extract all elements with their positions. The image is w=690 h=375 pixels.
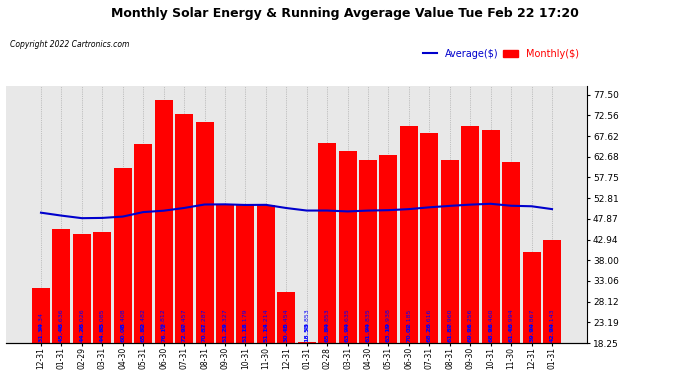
Text: 50.143: 50.143 bbox=[549, 309, 555, 330]
Text: 51.14: 51.14 bbox=[264, 322, 268, 342]
Text: 50.185: 50.185 bbox=[406, 309, 411, 330]
Bar bbox=[441, 160, 459, 343]
Bar bbox=[318, 144, 336, 343]
Bar bbox=[216, 204, 234, 343]
Bar bbox=[543, 240, 561, 343]
Text: 18.53: 18.53 bbox=[304, 322, 309, 342]
Text: 69.96: 69.96 bbox=[468, 322, 473, 342]
Text: 49.635: 49.635 bbox=[345, 309, 350, 330]
Bar bbox=[461, 126, 480, 343]
Text: 76.12: 76.12 bbox=[161, 322, 166, 342]
Bar bbox=[502, 162, 520, 343]
Text: 70.87: 70.87 bbox=[202, 322, 207, 342]
Text: 72.97: 72.97 bbox=[181, 322, 186, 342]
Text: 31.34: 31.34 bbox=[39, 322, 43, 342]
Text: 42.94: 42.94 bbox=[549, 322, 555, 342]
Text: 65.82: 65.82 bbox=[141, 322, 146, 342]
Text: 51.327: 51.327 bbox=[222, 309, 228, 330]
Text: 45.46: 45.46 bbox=[59, 322, 64, 342]
Bar bbox=[482, 130, 500, 343]
Text: 30.45: 30.45 bbox=[284, 322, 289, 342]
Bar bbox=[237, 205, 255, 343]
Text: 48.408: 48.408 bbox=[120, 309, 126, 330]
Bar bbox=[380, 154, 397, 343]
Bar bbox=[195, 122, 213, 343]
Text: 49.938: 49.938 bbox=[386, 309, 391, 330]
Bar bbox=[175, 114, 193, 343]
Text: 51.29: 51.29 bbox=[222, 322, 228, 342]
Bar bbox=[135, 144, 152, 343]
Text: 48.085: 48.085 bbox=[100, 309, 105, 330]
Bar bbox=[257, 205, 275, 343]
Text: 50.867: 50.867 bbox=[529, 309, 534, 330]
Legend: Average($), Monthly($): Average($), Monthly($) bbox=[419, 45, 582, 63]
Text: 48.636: 48.636 bbox=[59, 309, 64, 330]
Text: 44.26: 44.26 bbox=[79, 322, 84, 342]
Text: 49.482: 49.482 bbox=[141, 309, 146, 330]
Text: 61.87: 61.87 bbox=[447, 322, 453, 342]
Text: 63.94: 63.94 bbox=[345, 322, 350, 342]
Bar bbox=[400, 126, 418, 343]
Bar bbox=[420, 134, 438, 343]
Text: 61.94: 61.94 bbox=[366, 322, 371, 342]
Bar bbox=[522, 252, 540, 343]
Text: 49.812: 49.812 bbox=[161, 309, 166, 330]
Text: 51.256: 51.256 bbox=[468, 309, 473, 330]
Bar bbox=[155, 100, 172, 343]
Text: 50.454: 50.454 bbox=[284, 309, 289, 330]
Text: 68.26: 68.26 bbox=[427, 322, 432, 342]
Bar bbox=[32, 288, 50, 343]
Bar bbox=[93, 231, 111, 343]
Text: 65.84: 65.84 bbox=[325, 322, 330, 342]
Text: 49.34: 49.34 bbox=[39, 312, 43, 330]
Text: 70.02: 70.02 bbox=[406, 322, 411, 342]
Text: 51.18: 51.18 bbox=[243, 322, 248, 342]
Text: 50.994: 50.994 bbox=[509, 309, 513, 330]
Text: 49.835: 49.835 bbox=[366, 309, 371, 330]
Text: 50.960: 50.960 bbox=[447, 309, 453, 330]
Text: 44.85: 44.85 bbox=[100, 322, 105, 342]
Text: 39.94: 39.94 bbox=[529, 322, 534, 342]
Bar bbox=[73, 234, 91, 343]
Text: 63.19: 63.19 bbox=[386, 322, 391, 342]
Text: 61.46: 61.46 bbox=[509, 322, 513, 342]
Bar bbox=[277, 292, 295, 343]
Text: 49.853: 49.853 bbox=[325, 309, 330, 330]
Text: 50.457: 50.457 bbox=[181, 309, 186, 330]
Text: 51.287: 51.287 bbox=[202, 309, 207, 330]
Bar bbox=[52, 229, 70, 343]
Bar bbox=[114, 168, 132, 343]
Text: 68.96: 68.96 bbox=[489, 322, 493, 342]
Text: 48.026: 48.026 bbox=[79, 309, 84, 330]
Bar bbox=[339, 152, 357, 343]
Text: 51.460: 51.460 bbox=[489, 309, 493, 330]
Bar bbox=[359, 160, 377, 343]
Text: Copyright 2022 Cartronics.com: Copyright 2022 Cartronics.com bbox=[10, 40, 130, 49]
Text: 50.616: 50.616 bbox=[427, 309, 432, 330]
Text: 51.179: 51.179 bbox=[243, 309, 248, 330]
Text: 60.08: 60.08 bbox=[120, 322, 126, 342]
Bar bbox=[298, 342, 316, 343]
Text: 49.853: 49.853 bbox=[304, 309, 309, 330]
Text: 51.214: 51.214 bbox=[264, 309, 268, 330]
Text: Monthly Solar Energy & Running Avgerage Value Tue Feb 22 17:20: Monthly Solar Energy & Running Avgerage … bbox=[111, 8, 579, 21]
